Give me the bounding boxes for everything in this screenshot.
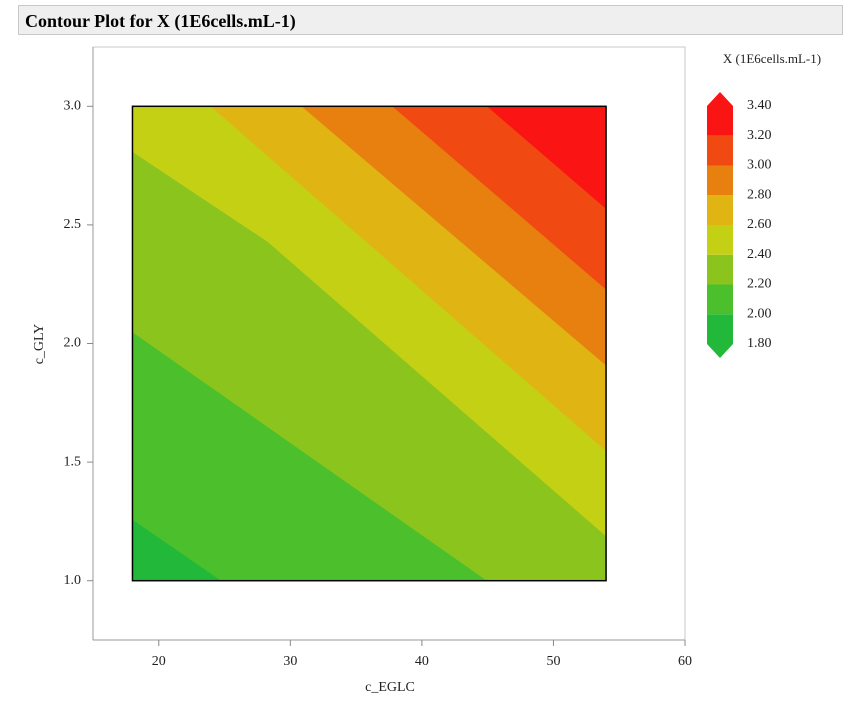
y-tick-label: 1.5 [64, 454, 82, 469]
legend-swatch [707, 135, 733, 166]
x-axis-label: c_EGLC [365, 680, 415, 695]
legend-swatch [707, 254, 733, 285]
y-tick-label: 3.0 [64, 99, 82, 114]
legend-swatch [707, 225, 733, 255]
legend-title: X (1E6cells.mL-1) [723, 51, 821, 66]
x-tick-label: 60 [678, 654, 692, 669]
legend-label: 2.20 [747, 277, 772, 292]
legend-swatch [707, 92, 733, 136]
legend-label: 2.80 [747, 187, 772, 202]
legend-label: 3.00 [747, 158, 772, 173]
legend-label: 2.60 [747, 217, 772, 232]
x-tick-label: 50 [546, 654, 560, 669]
contour-line [211, 105, 607, 451]
legend-swatch [707, 284, 733, 315]
y-tick-label: 2.0 [64, 336, 82, 351]
legend-label: 2.00 [747, 306, 772, 321]
contour-line [487, 105, 607, 209]
legend-label: 2.40 [747, 247, 772, 262]
legend-swatch [707, 165, 733, 196]
contour-line [392, 105, 607, 290]
contour-line [132, 331, 488, 582]
legend-label: 1.80 [747, 336, 772, 351]
legend-label: 3.40 [747, 98, 772, 113]
legend-label: 3.20 [747, 128, 772, 143]
y-axis-label: c_GLY [32, 324, 47, 365]
legend-swatch [707, 314, 733, 358]
y-tick-label: 2.5 [64, 217, 82, 232]
legend-swatch [707, 195, 733, 225]
data-border [131, 105, 607, 582]
contour-line [132, 150, 607, 537]
header-title: Contour Plot for X (1E6cells.mL-1) [18, 5, 843, 35]
x-tick-label: 30 [283, 654, 297, 669]
contour-line [301, 105, 607, 366]
y-tick-label: 1.0 [64, 573, 82, 588]
contour-line [132, 518, 223, 582]
x-tick-label: 20 [152, 654, 166, 669]
x-tick-label: 40 [415, 654, 429, 669]
